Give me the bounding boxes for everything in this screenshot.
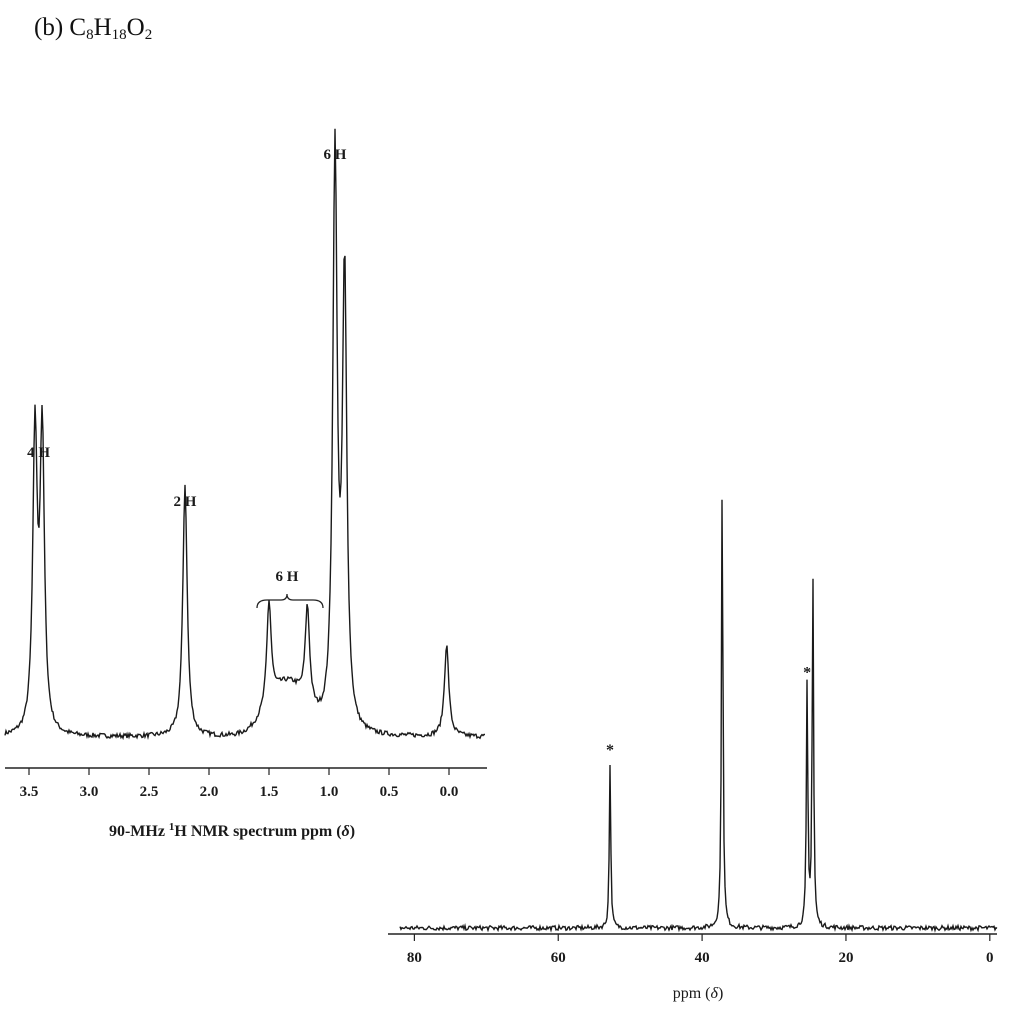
h1-integration-bracket [256, 593, 324, 609]
c13-tick-label: 80 [407, 950, 422, 966]
problem-label: (b) C8H18O2 [34, 14, 153, 43]
h1-tick-label: 3.0 [80, 784, 99, 800]
c13-tick-label: 20 [838, 950, 853, 966]
h1-integration-label: 4 H [27, 445, 50, 461]
c13-tick-label: 40 [695, 950, 710, 966]
h1-tick-label: 3.5 [20, 784, 39, 800]
h1-integration-label: 6 H [324, 147, 347, 163]
h1-tick-label: 0.0 [440, 784, 459, 800]
h1-tick-label: 1.5 [260, 784, 279, 800]
c13-nmr-chart: 80 60 40 20 0 * * ppm (δ) [388, 499, 998, 1002]
h1-tick-label: 2.5 [140, 784, 159, 800]
h1-tick-label: 0.5 [380, 784, 399, 800]
c13-peak-marker: * [606, 742, 614, 759]
h1-tick-label: 1.0 [320, 784, 339, 800]
h1-integration-label: 6 H [276, 569, 299, 585]
h1-trace [4, 128, 485, 741]
h1-x-label: 90-MHz 1H NMR spectrum ppm (δ) [109, 821, 355, 840]
c13-x-label: ppm (δ) [673, 985, 724, 1002]
h1-nmr-chart: 3.5 3.0 2.5 2.0 1.5 1.0 0.5 0.0 90-MHz 1H NMR sp… [4, 128, 487, 840]
c13-trace [399, 499, 998, 933]
c13-peak-marker: * [803, 664, 811, 681]
c13-tick-label: 60 [551, 950, 566, 966]
h1-tick-label: 2.0 [200, 784, 219, 800]
h1-integration-label: 2 H [174, 494, 197, 510]
c13-tick-label: 0 [986, 950, 994, 966]
